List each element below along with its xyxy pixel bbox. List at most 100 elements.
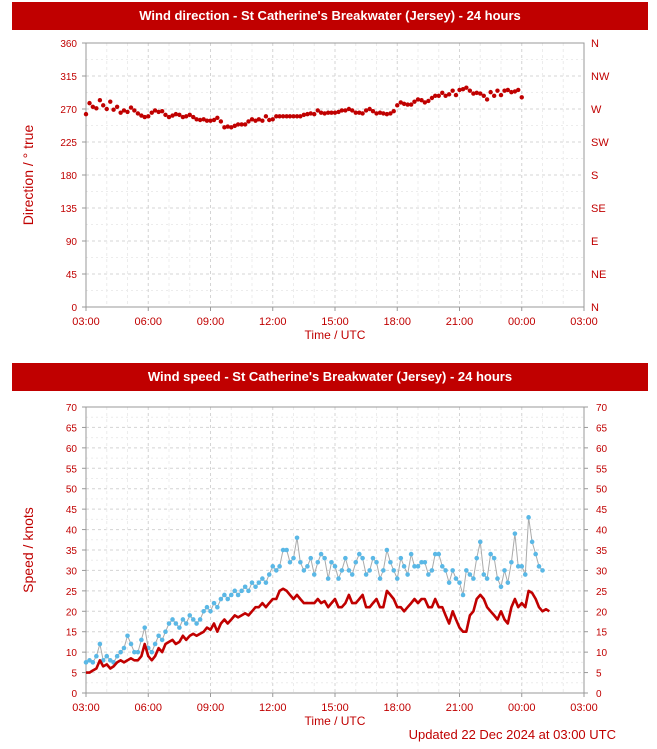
direction-point [360, 111, 364, 115]
gust-point [388, 560, 393, 565]
compass-label: NE [591, 269, 606, 281]
gust-point [160, 638, 165, 643]
direction-point [499, 93, 503, 97]
gust-point [395, 576, 400, 581]
direction-point [409, 102, 413, 106]
gust-point [215, 605, 220, 610]
direction-point [101, 103, 105, 107]
gust-point [253, 584, 258, 589]
gust-point [284, 548, 289, 553]
direction-point [98, 98, 102, 102]
y2-tick-label: 55 [596, 464, 608, 475]
y-tick-label: 45 [66, 270, 78, 281]
gust-point [274, 568, 279, 573]
y-tick-label: 5 [71, 669, 77, 680]
direction-point [447, 92, 451, 96]
gust-point [229, 593, 234, 598]
y-tick-label: 20 [66, 607, 78, 618]
direction-point [437, 94, 441, 98]
x-tick-label: 21:00 [446, 702, 474, 714]
x-tick-label: 18:00 [383, 702, 411, 714]
y-tick-label: 315 [60, 72, 77, 83]
direction-point [219, 119, 223, 123]
compass-label: S [591, 170, 598, 182]
x-tick-label: 00:00 [508, 316, 536, 328]
gust-point [219, 597, 224, 602]
gust-point [315, 560, 320, 565]
y2-tick-label: 5 [596, 669, 602, 680]
direction-point [129, 105, 133, 109]
y-tick-label: 25 [66, 587, 78, 598]
gust-point [295, 535, 300, 540]
direction-point [243, 122, 247, 126]
direction-point [115, 105, 119, 109]
y-tick-label: 0 [71, 689, 77, 700]
gust-point [94, 654, 99, 659]
gust-point [450, 568, 455, 573]
gust-point [336, 576, 341, 581]
gust-point [167, 621, 172, 626]
y-tick-label: 360 [60, 39, 77, 50]
gust-point [174, 621, 179, 626]
x-tick-label: 15:00 [321, 702, 349, 714]
direction-point [215, 116, 219, 120]
gust-point [170, 617, 175, 622]
direction-point [492, 94, 496, 98]
gust-point [430, 568, 435, 573]
direction-point [132, 108, 136, 112]
direction-point [111, 108, 115, 112]
gust-point [347, 568, 352, 573]
x-tick-label: 03:00 [72, 702, 100, 714]
gust-point [305, 564, 310, 569]
gust-point [495, 576, 500, 581]
gust-point [333, 564, 338, 569]
direction-chart: 04590135180225270315360NNEESESSWWNWN03:0… [0, 30, 657, 350]
gust-point [302, 568, 307, 573]
y-tick-label: 10 [66, 648, 78, 659]
x-tick-label: 03:00 [570, 702, 598, 714]
y-tick-label: 70 [66, 403, 78, 414]
y2-tick-label: 15 [596, 628, 608, 639]
compass-label: E [591, 236, 598, 248]
gust-point [481, 572, 486, 577]
gust-point [243, 584, 248, 589]
gust-point [153, 642, 158, 647]
gust-point [319, 552, 324, 557]
gust-point [381, 568, 386, 573]
y-tick-label: 270 [60, 105, 77, 116]
x-tick-label: 21:00 [446, 316, 474, 328]
x-tick-label: 00:00 [508, 702, 536, 714]
gust-point [298, 560, 303, 565]
gust-point [447, 580, 452, 585]
direction-point [146, 114, 150, 118]
gust-point [367, 568, 372, 573]
direction-point [260, 119, 264, 123]
x-tick-label: 18:00 [383, 316, 411, 328]
direction-point [468, 88, 472, 92]
gust-point [239, 589, 244, 594]
gust-point [187, 613, 192, 618]
gust-point [461, 593, 466, 598]
gust-point [115, 654, 120, 659]
gust-point [378, 576, 383, 581]
gust-point [98, 642, 103, 647]
direction-point [464, 86, 468, 90]
y2-tick-label: 20 [596, 607, 608, 618]
direction-grid [86, 43, 584, 307]
x-tick-label: 09:00 [197, 702, 225, 714]
direction-point [454, 93, 458, 97]
speed-chart-title-banner: Wind speed - St Catherine's Breakwater (… [12, 363, 648, 391]
y2-tick-label: 0 [596, 689, 602, 700]
y2-tick-label: 40 [596, 526, 608, 537]
gust-point [277, 564, 282, 569]
direction-point [125, 110, 129, 114]
gust-point [357, 552, 362, 557]
gust-point [343, 556, 348, 561]
gust-point [232, 589, 237, 594]
x-tick-label: 06:00 [134, 702, 162, 714]
gust-point [184, 621, 189, 626]
y-tick-label: 0 [71, 303, 77, 314]
y-tick-label: 60 [66, 444, 78, 455]
direction-point [105, 107, 109, 111]
direction-chart-title-banner: Wind direction - St Catherine's Breakwat… [12, 2, 648, 30]
